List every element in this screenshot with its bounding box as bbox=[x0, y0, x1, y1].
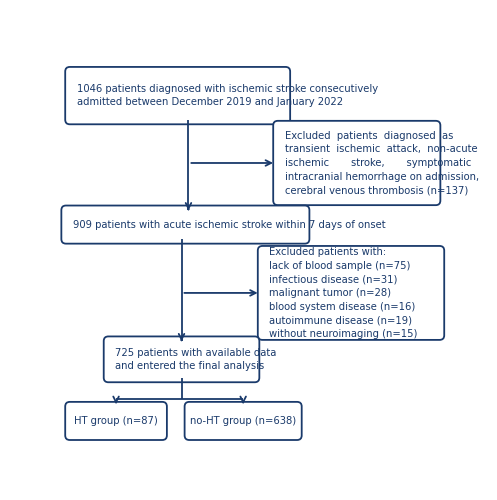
FancyBboxPatch shape bbox=[65, 67, 290, 124]
Text: HT group (n=87): HT group (n=87) bbox=[74, 416, 158, 426]
Text: 909 patients with acute ischemic stroke within 7 days of onset: 909 patients with acute ischemic stroke … bbox=[73, 220, 386, 230]
FancyBboxPatch shape bbox=[65, 402, 167, 440]
FancyBboxPatch shape bbox=[273, 121, 440, 205]
Text: 725 patients with available data
and entered the final analysis: 725 patients with available data and ent… bbox=[115, 348, 277, 371]
FancyBboxPatch shape bbox=[104, 336, 259, 382]
Text: Excluded  patients  diagnosed  as
transient  ischemic  attack,  non-acute
ischem: Excluded patients diagnosed as transient… bbox=[285, 131, 479, 195]
Text: Excluded patients with:
lack of blood sample (n=75)
infectious disease (n=31)
ma: Excluded patients with: lack of blood sa… bbox=[269, 247, 417, 338]
Text: no-HT group (n=638): no-HT group (n=638) bbox=[190, 416, 296, 426]
FancyBboxPatch shape bbox=[61, 206, 310, 244]
FancyBboxPatch shape bbox=[184, 402, 302, 440]
FancyBboxPatch shape bbox=[258, 246, 444, 340]
Text: 1046 patients diagnosed with ischemic stroke consecutively
admitted between Dece: 1046 patients diagnosed with ischemic st… bbox=[77, 84, 378, 108]
